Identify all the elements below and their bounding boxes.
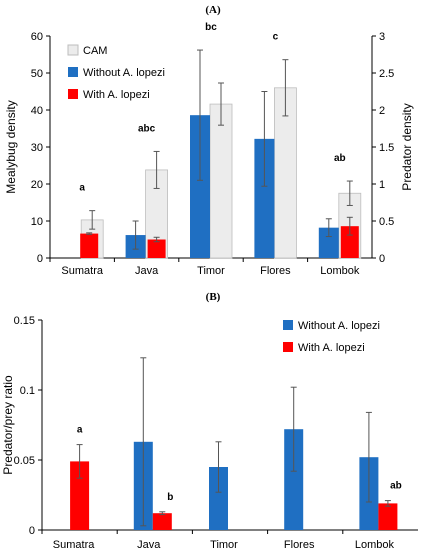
legend-label: Without A. lopezi (298, 320, 380, 332)
chart-panel-a: (A) 0 10 20 30 40 50 60 0 0.5 1 1.5 2 2.5 3 Mealybug de… (4, 4, 414, 277)
chart-b-svg: (B) 0 0.05 0.1 0.15 Predator/prey ratio Sumatr… (1, 291, 418, 550)
significance-letter: abc (138, 123, 156, 134)
legend-label: CAM (83, 45, 107, 57)
chart-a-svg: (A) 0 10 20 30 40 50 60 0 0.5 1 1.5 2 2.5 3 Mealybug de… (4, 4, 414, 277)
legend-swatch (283, 342, 293, 352)
x-tick-label: Lombok (320, 265, 360, 277)
y-left-tick-label: 30 (31, 142, 43, 154)
y-right-tick-label: 2.5 (379, 68, 394, 80)
x-tick-label: Timor (197, 265, 225, 277)
bar-cam (209, 103, 233, 259)
y-axis-title: Predator/prey ratio (1, 375, 15, 475)
x-tick-label: Flores (284, 539, 315, 550)
y-right-tick-label: 1.5 (379, 142, 394, 154)
y-left-tick-label: 20 (31, 179, 43, 191)
y-left-tick-label: 10 (31, 216, 43, 228)
panel-a-label: (A) (205, 4, 221, 16)
x-tick-label: Sumatra (53, 539, 95, 550)
x-tick-label: Timor (210, 539, 238, 550)
x-tick-label: Sumatra (61, 265, 103, 277)
legend-swatch (67, 44, 79, 56)
significance-letter: ab (334, 153, 346, 164)
y-tick-label: 0.1 (20, 385, 35, 397)
bar-without-a-lopezi (284, 429, 304, 530)
bar-with-a-lopezi (340, 226, 359, 258)
significance-letter: a (79, 183, 85, 194)
legend-label: With A. lopezi (298, 342, 365, 354)
y-left-tick-label: 50 (31, 68, 43, 80)
y-right-tick-label: 0.5 (379, 216, 394, 228)
significance-letter: c (273, 32, 279, 43)
y-axis-right-title: Predator density (400, 103, 414, 190)
bar-without-a-lopezi (318, 227, 339, 258)
bar-with-a-lopezi (147, 239, 166, 258)
y-left-tick-label: 60 (31, 31, 43, 43)
y-right-tick-label: 3 (379, 31, 385, 43)
legend-label: With A. lopezi (83, 89, 150, 101)
panel-b-label: (B) (206, 291, 221, 303)
significance-letter: a (77, 425, 83, 436)
bar-with-a-lopezi (378, 503, 398, 530)
legend-swatch (283, 320, 293, 330)
y-right-tick-label: 2 (379, 105, 385, 117)
x-tick-label: Java (137, 539, 161, 550)
x-tick-label: Java (135, 265, 159, 277)
y-tick-label: 0.15 (14, 315, 35, 327)
y-left-tick-label: 0 (37, 253, 43, 265)
bar-with-a-lopezi (152, 513, 172, 530)
bar-without-a-lopezi (254, 138, 275, 258)
legend-label: Without A. lopezi (83, 67, 165, 79)
y-tick-label: 0.05 (14, 455, 35, 467)
bar-without-a-lopezi (209, 467, 228, 530)
legend-swatch (68, 67, 78, 77)
bar-without-a-lopezi (190, 115, 210, 259)
y-tick-label: 0 (29, 525, 35, 537)
chart-panel-b: (B) 0 0.05 0.1 0.15 Predator/prey ratio Sumatr… (0, 278, 427, 550)
significance-letter: bc (205, 22, 217, 33)
bar-with-a-lopezi (80, 233, 99, 258)
significance-letter: ab (390, 481, 402, 492)
x-tick-label: Lombok (355, 539, 395, 550)
x-tick-label: Flores (260, 265, 291, 277)
y-axis-left-title: Mealybug density (4, 100, 18, 193)
y-left-tick-label: 40 (31, 105, 43, 117)
y-right-tick-label: 0 (379, 253, 385, 265)
bar-with-a-lopezi (70, 461, 90, 530)
significance-letter: b (167, 492, 173, 503)
legend-swatch (68, 89, 78, 99)
y-right-tick-label: 1 (379, 179, 385, 191)
